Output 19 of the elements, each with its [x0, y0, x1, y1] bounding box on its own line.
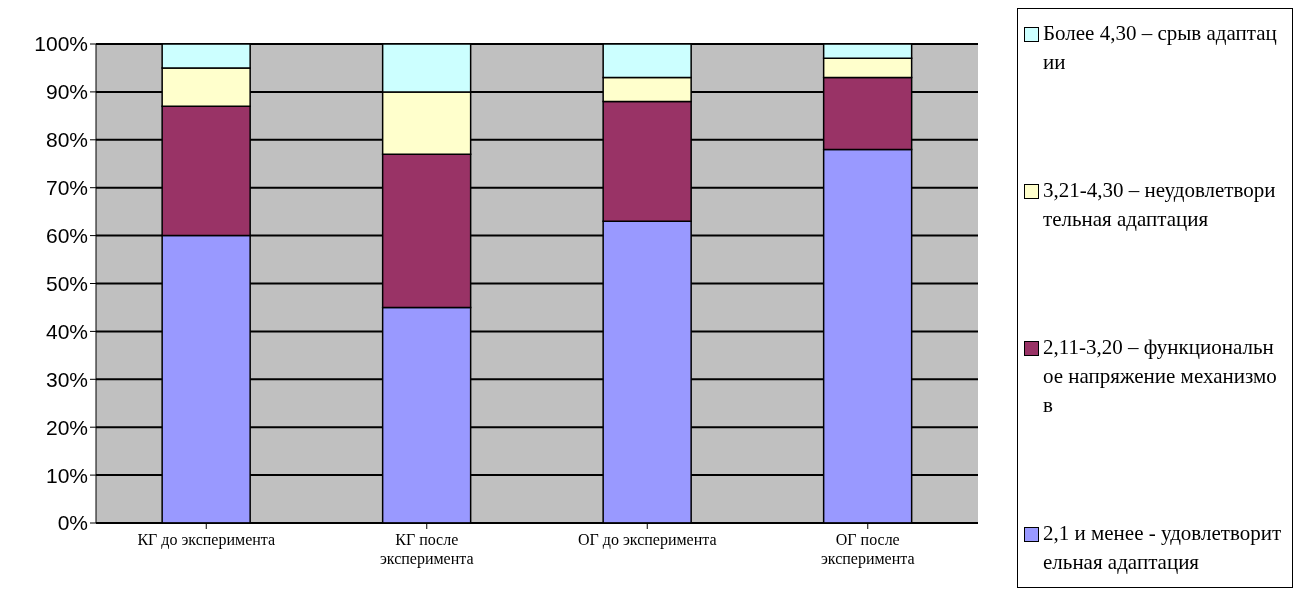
- y-tick-label: 30%: [45, 367, 88, 391]
- x-tick-label: ОГ после эксперимента: [820, 531, 915, 568]
- legend-label: Более 4,30 – срыв адаптации: [1043, 20, 1278, 76]
- y-tick-label: 10%: [45, 463, 88, 487]
- legend-label: 2,1 и менее - удовлетворительная адаптация: [1043, 520, 1283, 576]
- y-tick-label: 100%: [34, 32, 88, 56]
- x-tick-label: ОГ до эксперимента: [577, 531, 717, 549]
- y-tick-label: 40%: [45, 319, 88, 343]
- y-tick-label: 80%: [45, 128, 88, 152]
- x-tick-label: КГ после эксперимента: [379, 531, 474, 568]
- y-tick-label: 60%: [45, 224, 88, 248]
- y-tick-label: 50%: [45, 271, 88, 295]
- legend-label: 3,21-4,30 – неудовлетворительная адаптация: [1043, 177, 1277, 233]
- y-tick-label: 90%: [45, 80, 88, 104]
- y-tick-label: 0%: [57, 511, 88, 535]
- y-tick-label: 20%: [45, 415, 88, 439]
- legend-label: 2,11-3,20 – функциональное напряжение механизмов: [1043, 334, 1278, 419]
- y-tick-label: 70%: [45, 176, 88, 200]
- x-tick-label: КГ до эксперимента: [137, 531, 276, 549]
